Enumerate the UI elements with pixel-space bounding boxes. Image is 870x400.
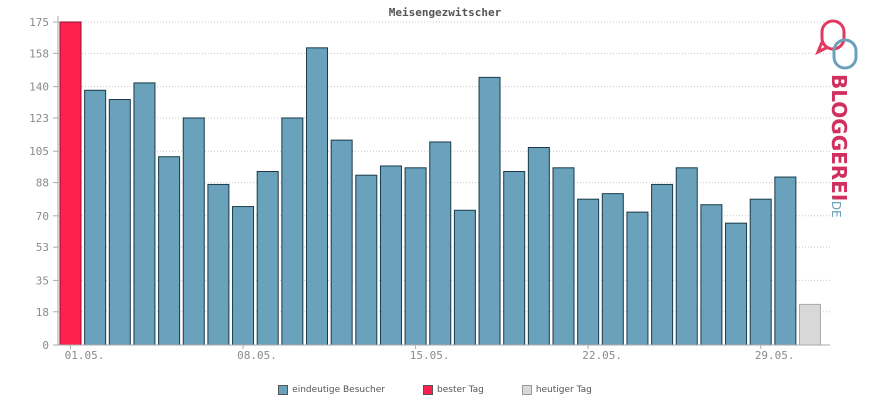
bar-17	[453, 209, 476, 346]
y-tick-label-4: 70	[36, 210, 49, 223]
y-tick-label-8: 140	[29, 81, 49, 94]
legend-item-today: heutiger Tag	[521, 385, 592, 395]
bar-13	[355, 174, 378, 346]
y-tick-label-9: 158	[29, 47, 49, 60]
bar-5	[158, 156, 181, 346]
legend-swatch-best-day	[423, 385, 433, 395]
chart-title: Meisengezwitscher	[389, 6, 502, 19]
bar-9	[256, 171, 279, 346]
y-tick-label-5: 88	[36, 177, 49, 190]
y-tick-label-10: 175	[29, 16, 49, 29]
bar-31	[799, 303, 821, 346]
bar-27	[700, 204, 723, 346]
bar-4	[133, 82, 156, 346]
legend-item-best-day: bester Tag	[423, 385, 484, 395]
y-tick-label-1: 18	[36, 306, 49, 319]
bar-6	[182, 117, 205, 346]
legend-swatch-visitors	[278, 385, 289, 395]
bar-22	[577, 198, 600, 346]
bar-11	[306, 47, 328, 346]
bar-19	[503, 171, 526, 346]
y-tick-label-0: 0	[42, 339, 49, 352]
logo-suffix: .DE	[829, 197, 843, 218]
bloggerei-logo[interactable]: BLOGGEREI .DE	[812, 18, 868, 218]
bar-26	[675, 167, 698, 346]
bar-20	[527, 147, 550, 346]
bar-2	[84, 89, 107, 346]
y-tick-label-3: 53	[36, 241, 49, 254]
bar-15	[404, 167, 427, 346]
bar-7	[207, 183, 230, 346]
bar-1	[59, 21, 82, 346]
x-axis-ticks: 01.05. 08.05. 15.05. 22.05. 29.05.	[65, 345, 795, 362]
x-tick-label-2: 15.05.	[410, 349, 450, 362]
bar-12	[330, 139, 353, 346]
y-tick-label-2: 35	[36, 274, 49, 287]
bar-18	[478, 76, 501, 346]
speech-bubbles-icon	[815, 19, 858, 70]
bar-3	[108, 99, 131, 346]
legend-label-today: heutiger Tag	[535, 385, 592, 395]
legend-swatch-today	[521, 385, 532, 395]
bar-10	[281, 117, 304, 346]
y-axis-ticks: 0 18 35 53 70 88 105 123 140 158 175	[29, 16, 58, 352]
legend-label-best-day: bester Tag	[437, 385, 484, 395]
legend-label-visitors: eindeutige Besucher	[292, 385, 385, 395]
y-tick-label-6: 105	[29, 145, 49, 158]
axes	[57, 16, 830, 346]
x-tick-label-4: 29.05.	[755, 349, 795, 362]
legend-item-visitors: eindeutige Besucher	[278, 385, 385, 395]
bar-24	[626, 211, 649, 346]
bar-25	[651, 183, 674, 346]
x-tick-label-1: 08.05.	[237, 349, 277, 362]
x-tick-label-0: 01.05.	[65, 349, 105, 362]
bar-29	[749, 198, 772, 346]
bars	[59, 21, 821, 346]
y-tick-label-7: 123	[29, 112, 49, 125]
x-tick-label-3: 22.05.	[582, 349, 622, 362]
bar-14	[379, 165, 402, 346]
bar-21	[552, 167, 575, 346]
bar-16	[429, 141, 452, 346]
bar-30	[774, 176, 797, 346]
legend: eindeutige Besucher bester Tag heutiger …	[0, 385, 870, 395]
bar-28	[725, 222, 748, 346]
logo-text: BLOGGEREI	[827, 74, 851, 201]
bar-8	[232, 206, 255, 346]
bar-23	[601, 193, 624, 346]
